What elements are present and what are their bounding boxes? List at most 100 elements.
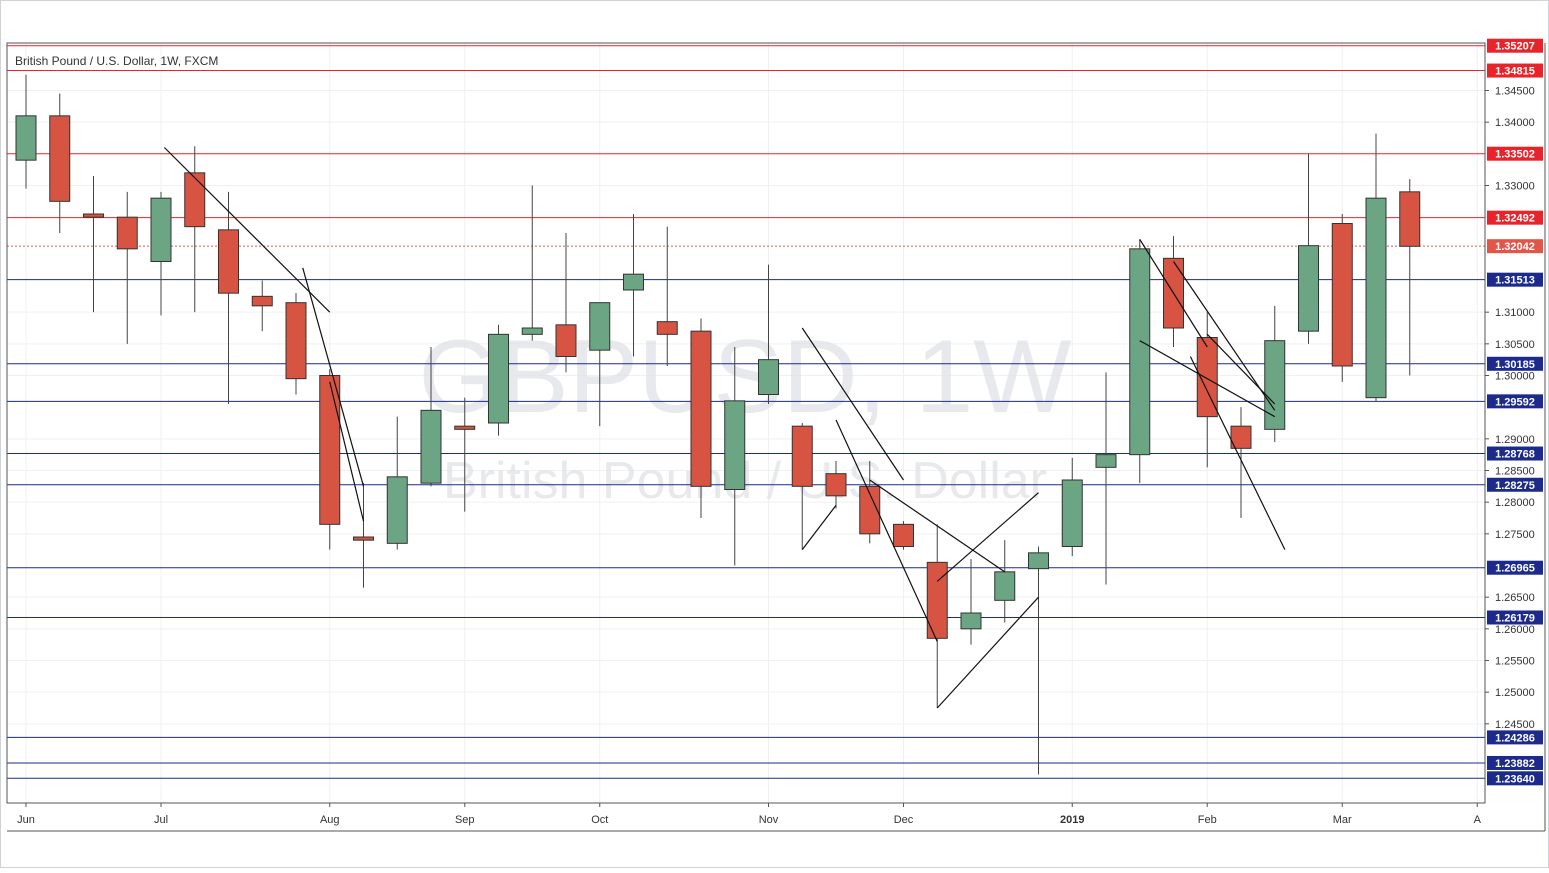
level-label: 1.31513 [1495, 275, 1535, 287]
level-label-bg [1487, 394, 1543, 409]
candle-up[interactable] [589, 302, 611, 427]
y-tick-label: 1.30500 [1495, 339, 1535, 351]
trend-line[interactable] [936, 492, 1039, 582]
trend-line[interactable] [1173, 261, 1276, 411]
level-label-bg [1487, 356, 1543, 371]
candle-up[interactable] [15, 74, 37, 189]
trend-layer [163, 147, 1286, 709]
candle-down[interactable] [184, 146, 206, 313]
level-label-bg [1487, 755, 1543, 770]
candle-down[interactable] [1230, 407, 1252, 518]
candle-body [353, 536, 374, 541]
trend-line[interactable] [1189, 356, 1286, 550]
chart-title: British Pound / U.S. Dollar, 1W, FXCM [15, 54, 218, 68]
candle-down[interactable] [353, 483, 374, 588]
trend-line[interactable] [936, 596, 1039, 709]
candle-up[interactable] [488, 324, 509, 436]
candle-body [184, 172, 206, 228]
x-tick-label: Feb [1198, 814, 1217, 826]
candle-down[interactable] [791, 423, 813, 550]
level-label-bg [1487, 730, 1543, 745]
candle-down[interactable] [49, 93, 71, 233]
candle-down[interactable] [116, 191, 138, 344]
trend-line[interactable] [1206, 333, 1276, 405]
trend-line[interactable] [302, 267, 365, 487]
candle-down[interactable] [825, 461, 847, 509]
level-label-bg [1487, 63, 1543, 78]
candle-down[interactable] [251, 280, 273, 332]
level-label: 1.26179 [1495, 612, 1535, 624]
x-tick-label: Aug [320, 814, 340, 826]
level-label-bg [1487, 610, 1543, 625]
level-label-bg [1487, 210, 1543, 225]
level-label-bg [1487, 146, 1543, 161]
label-layer: 1.35207 1.34815 1.33502 1.32492 1.31513 1.301… [1487, 38, 1543, 786]
candle-body [724, 400, 746, 491]
y-tick-label: 1.24500 [1495, 719, 1535, 731]
candle-up[interactable] [150, 191, 172, 316]
candle-body [1298, 245, 1319, 332]
candle-up[interactable] [1298, 153, 1319, 344]
y-tick-label: 1.31000 [1495, 307, 1535, 319]
candle-down[interactable] [319, 369, 341, 550]
trend-line[interactable] [1139, 239, 1208, 348]
level-label-bg [1487, 560, 1543, 575]
y-tick-label: 1.26500 [1495, 592, 1535, 604]
level-label: 1.32492 [1495, 213, 1535, 225]
level-label: 1.28768 [1495, 449, 1535, 461]
candle-body [1061, 479, 1083, 547]
candle-body [893, 523, 914, 547]
candle-down[interactable] [454, 397, 476, 512]
current-price-label-bg [1487, 239, 1543, 254]
candle-body [454, 425, 476, 430]
candle-down[interactable] [83, 176, 104, 313]
level-label: 1.30185 [1495, 359, 1535, 371]
trend-line[interactable] [163, 147, 331, 313]
x-tick-label: Jun [17, 814, 35, 826]
candle-down[interactable] [555, 233, 577, 373]
candle-down[interactable] [285, 293, 307, 395]
trend-line[interactable] [801, 504, 837, 551]
candle-down[interactable] [859, 461, 881, 544]
level-label-bg [1487, 446, 1543, 461]
y-tick-label: 1.25000 [1495, 687, 1535, 699]
candle-up[interactable] [1129, 239, 1151, 484]
candle-down[interactable] [218, 191, 239, 404]
candle-up[interactable] [623, 214, 644, 357]
candle-up[interactable] [758, 264, 779, 404]
candle-up[interactable] [1365, 133, 1387, 401]
candle-up[interactable] [1095, 372, 1117, 585]
candle-up[interactable] [960, 559, 982, 645]
candle-up[interactable] [521, 185, 543, 341]
candle-up[interactable] [1061, 457, 1083, 556]
candle-down[interactable] [893, 521, 914, 550]
candle-up[interactable] [1028, 546, 1049, 775]
candle-up[interactable] [420, 347, 442, 487]
y-tick-label: 1.29000 [1495, 434, 1535, 446]
candle-down[interactable] [1196, 312, 1218, 468]
candle-up[interactable] [724, 347, 746, 566]
trend-line[interactable] [1139, 340, 1276, 418]
candle-down[interactable] [656, 226, 678, 366]
trend-line[interactable] [869, 479, 1006, 573]
candle-up[interactable] [386, 416, 408, 550]
candle-down[interactable] [1399, 179, 1421, 376]
candle-layer [15, 74, 1421, 775]
trend-line[interactable] [835, 419, 938, 642]
trend-line[interactable] [329, 381, 365, 522]
candle-down[interactable] [926, 524, 948, 708]
candle-down[interactable] [1331, 214, 1353, 382]
trend-line[interactable] [801, 327, 904, 481]
level-label: 1.23640 [1495, 773, 1535, 785]
level-label: 1.35207 [1495, 41, 1535, 53]
candle-down[interactable] [690, 318, 712, 519]
candle-up[interactable] [994, 540, 1016, 623]
candle-body [589, 302, 611, 351]
y-tick-label: 1.28500 [1495, 466, 1535, 478]
candle-up[interactable] [1264, 305, 1286, 442]
x-tick-label: Nov [759, 814, 779, 826]
y-tick-label: 1.26000 [1495, 624, 1535, 636]
grid-layer [7, 43, 1485, 803]
